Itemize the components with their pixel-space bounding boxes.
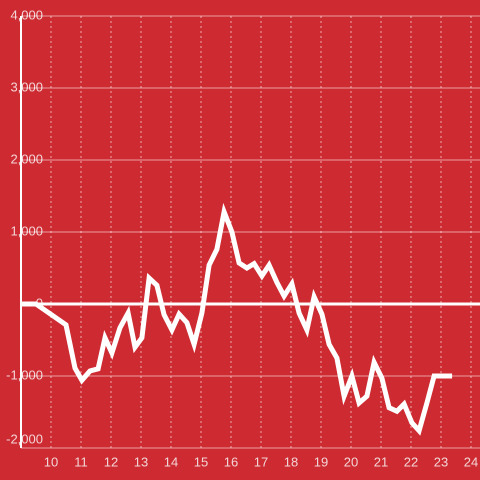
- x-tick-label: 24: [464, 454, 478, 469]
- y-tick-label: 1,000: [10, 223, 43, 238]
- x-tick-label: 22: [404, 454, 418, 469]
- x-tick-label: 20: [344, 454, 358, 469]
- y-tick-label: -2,000: [6, 431, 43, 446]
- x-tick-label: 12: [104, 454, 118, 469]
- y-tick-label: 2,000: [10, 151, 43, 166]
- x-tick-label: 17: [254, 454, 268, 469]
- x-tick-label: 19: [314, 454, 328, 469]
- x-tick-label: 10: [44, 454, 58, 469]
- y-tick-label: 4,000: [10, 7, 43, 22]
- y-tick-label: 3,000: [10, 79, 43, 94]
- y-tick-label: -1,000: [6, 367, 43, 382]
- x-tick-label: 18: [284, 454, 298, 469]
- line: [21, 202, 453, 436]
- x-tick-label: 23: [434, 454, 448, 469]
- x-tick-label: 21: [374, 454, 388, 469]
- x-tick-label: 15: [194, 454, 208, 469]
- x-tick-label: 11: [74, 454, 88, 469]
- x-tick-label: 13: [134, 454, 148, 469]
- x-tick-label: 14: [164, 454, 178, 469]
- x-tick-label: 16: [224, 454, 238, 469]
